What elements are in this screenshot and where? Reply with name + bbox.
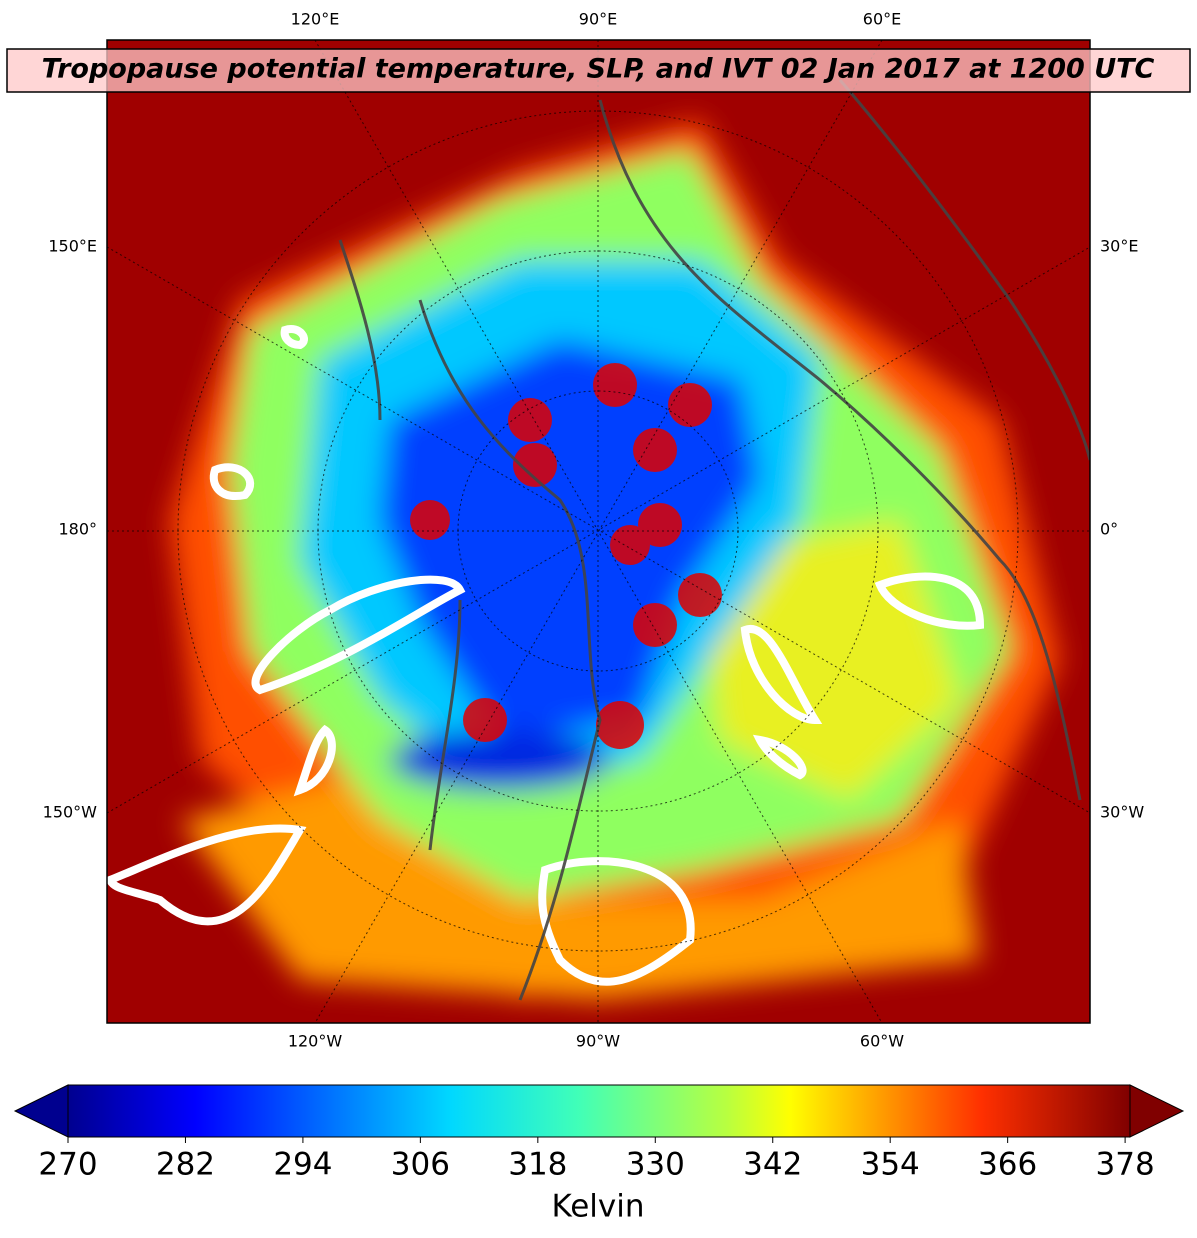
- title: Tropopause potential temperature, SLP, a…: [42, 54, 1155, 85]
- colorbar: [67, 1084, 1131, 1138]
- lon-label: 150°E: [48, 237, 97, 256]
- colorbar-tick-label: 270: [38, 1147, 97, 1183]
- colorbar-tick-label: 306: [391, 1147, 450, 1183]
- lon-label: 60°W: [860, 1032, 904, 1051]
- colorbar-tick-label: 294: [273, 1147, 332, 1183]
- colorbar-extend-low: [13, 1084, 69, 1138]
- colorbar-tick-label: 282: [156, 1147, 215, 1183]
- title-box: [6, 48, 1191, 93]
- lon-label: 0°: [1100, 520, 1118, 539]
- colorbar-extend-high: [1129, 1084, 1185, 1138]
- lon-label: 90°E: [579, 10, 617, 29]
- lon-label: 180°: [58, 520, 97, 539]
- colorbar-label: Kelvin: [551, 1189, 644, 1225]
- colorbar-tick-label: 378: [1096, 1147, 1155, 1183]
- map: [107, 40, 1090, 1023]
- colorbar-tick-label: 318: [508, 1147, 567, 1183]
- colorbar-ticks: 270 282 294 306 318 330 342 354 366 378: [38, 1137, 1155, 1183]
- lon-label: 90°W: [576, 1032, 620, 1051]
- map-frame: [106, 39, 1091, 1024]
- lon-label: 120°E: [291, 10, 340, 29]
- lon-label: 60°E: [863, 10, 901, 29]
- colorbar-tick-label: 354: [861, 1147, 920, 1183]
- colorbar-tick-label: 330: [626, 1147, 685, 1183]
- lon-label: 30°W: [1100, 803, 1144, 822]
- axis-labels: 120°E 90°E 60°E 120°W 90°W 60°W 150°E 180° 150°W…: [43, 10, 1145, 1051]
- lon-label: 150°W: [43, 803, 98, 822]
- colorbar-tick-label: 366: [978, 1147, 1037, 1183]
- lon-label: 30°E: [1100, 237, 1138, 256]
- colorbar-tick-label: 342: [743, 1147, 802, 1183]
- lon-label: 120°W: [288, 1032, 343, 1051]
